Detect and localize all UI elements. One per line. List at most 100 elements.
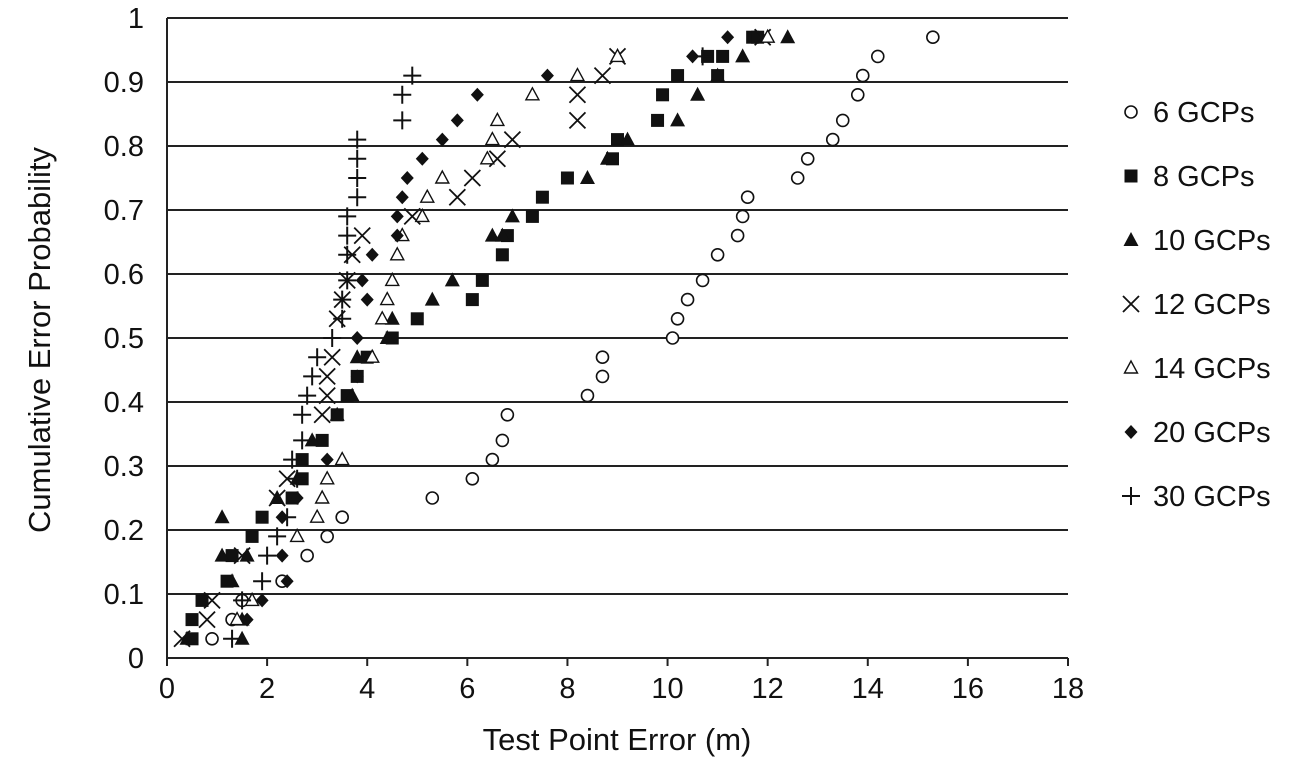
y-tick-label: 0.3 [104, 451, 144, 483]
data-point [185, 613, 199, 627]
data-point [395, 190, 409, 205]
x-tick-label: 18 [1052, 673, 1084, 705]
y-tick-label: 0.1 [104, 579, 144, 611]
data-point [593, 66, 612, 85]
data-point [303, 367, 322, 386]
data-point [435, 132, 449, 147]
data-point [419, 188, 435, 203]
data-point [500, 407, 515, 422]
data-point [525, 209, 539, 223]
legend-marker-diamond [1124, 425, 1138, 439]
legend-label: 30 GCPs [1153, 481, 1271, 513]
y-tick-label: 0 [128, 643, 144, 675]
y-tick-label: 0.8 [104, 131, 144, 163]
x-tick-label: 0 [159, 673, 175, 705]
data-point [225, 549, 239, 563]
data-point [495, 433, 510, 448]
data-point [319, 470, 335, 485]
legend-marker-circle [1124, 105, 1138, 119]
data-point [298, 386, 317, 405]
data-point [334, 451, 350, 466]
data-point [620, 131, 636, 146]
y-tick-label: 0.7 [104, 195, 144, 227]
data-point [389, 246, 405, 261]
data-point [690, 86, 706, 101]
legend-marker-triangle [1123, 232, 1139, 246]
data-point [240, 612, 254, 627]
data-point [670, 112, 686, 127]
data-point [671, 69, 685, 83]
data-point [740, 190, 755, 204]
data-point [278, 508, 297, 527]
data-point [670, 311, 685, 326]
series-6-gcps [205, 30, 940, 646]
data-point [245, 529, 259, 543]
data-point [735, 48, 751, 63]
data-point [656, 88, 670, 102]
data-point [400, 171, 414, 185]
data-point [484, 227, 500, 242]
data-point [290, 491, 304, 505]
data-point [224, 573, 240, 588]
legend-item: 10 GCPs [1123, 225, 1271, 257]
x-tick-label: 14 [852, 673, 884, 705]
data-point [205, 631, 219, 646]
data-point [288, 469, 307, 488]
x-axis-title: Test Point Error (m) [483, 722, 752, 757]
data-point [323, 348, 341, 366]
legend-marker-triangle-open [1123, 359, 1139, 374]
data-point [233, 591, 252, 610]
data-point [300, 548, 314, 563]
data-point [293, 405, 312, 424]
data-point [374, 310, 390, 325]
y-tick-label: 1 [128, 3, 144, 35]
legend-label: 6 GCPs [1153, 97, 1255, 129]
data-point [203, 591, 221, 610]
data-point [350, 331, 364, 345]
data-point [234, 630, 250, 645]
data-point [721, 30, 735, 45]
data-point [348, 149, 367, 168]
data-point [338, 245, 357, 264]
legend-label: 20 GCPs [1153, 417, 1271, 449]
data-point [503, 130, 522, 149]
data-point [223, 629, 242, 648]
data-point [680, 292, 695, 307]
data-point [268, 527, 287, 546]
data-point [304, 432, 320, 447]
legend-item: 20 GCPs [1124, 417, 1271, 449]
y-tick-label: 0.9 [104, 67, 144, 99]
data-point [309, 508, 325, 523]
data-point [349, 349, 365, 364]
data-point [364, 348, 380, 363]
data-point [338, 207, 357, 226]
data-point [465, 293, 479, 307]
data-point [379, 330, 395, 344]
data-point [580, 388, 595, 403]
data-point [710, 248, 725, 262]
data-point [599, 150, 615, 165]
data-point [320, 452, 334, 467]
legend-label: 8 GCPs [1153, 161, 1255, 193]
data-point [595, 369, 610, 384]
legend-marker-plus [1122, 487, 1140, 505]
data-point [390, 228, 404, 243]
y-tick-label: 0.2 [104, 515, 144, 547]
data-point [308, 348, 327, 367]
x-tick-label: 4 [359, 673, 375, 705]
x-tick-label: 12 [752, 673, 784, 705]
data-point [484, 131, 501, 146]
data-point [415, 151, 429, 166]
data-point [295, 453, 309, 467]
data-point [524, 86, 541, 101]
data-point [444, 272, 460, 287]
data-point [434, 169, 450, 184]
legend-label: 14 GCPs [1153, 353, 1271, 385]
data-point [195, 593, 209, 607]
x-tick-label: 10 [651, 673, 683, 705]
data-point [255, 593, 269, 608]
data-point [494, 227, 510, 242]
x-tick-label: 2 [259, 673, 275, 705]
legend: 6 GCPs 8 GCPs 10 GCPs 12 GCPs 14 GCPs 20 GCPs… [1122, 97, 1271, 513]
data-point [283, 450, 302, 469]
